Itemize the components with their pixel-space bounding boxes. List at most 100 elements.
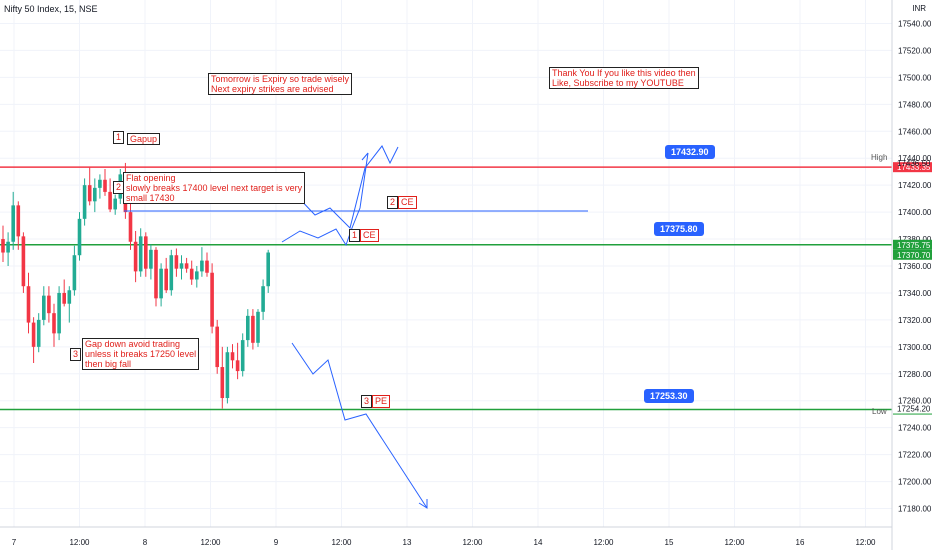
candle-body xyxy=(42,295,46,320)
thanks-note: Thank You If you like this video then Li… xyxy=(549,67,699,89)
tag-3-text: PE xyxy=(372,395,391,408)
y-tick-label: 17320.00 xyxy=(898,316,932,325)
y-tick-label: 17420.00 xyxy=(898,181,932,190)
callout-low-support[interactable]: 17253.30 xyxy=(644,389,694,403)
y-tick-label: 17540.00 xyxy=(898,19,932,28)
candle-body xyxy=(128,212,133,242)
extra-price-label: 17370.70 xyxy=(897,251,931,260)
price-levels xyxy=(0,166,892,411)
candle-body xyxy=(220,367,225,399)
y-tick-label: 17280.00 xyxy=(898,370,932,379)
candle-body xyxy=(246,315,250,341)
candle-body xyxy=(205,260,209,273)
tag-2-text: CE xyxy=(398,196,417,209)
x-tick-label: 12:00 xyxy=(855,538,876,547)
candle-body xyxy=(225,352,230,399)
candle-body xyxy=(72,255,77,291)
candle-body xyxy=(108,191,112,210)
ce-path-1 xyxy=(281,152,369,247)
candle-body xyxy=(113,198,117,210)
candles xyxy=(1,162,270,409)
candle-body xyxy=(149,249,153,269)
candle-body xyxy=(215,326,219,368)
x-tick-label: 12:00 xyxy=(462,538,483,547)
note-2-text: Flat opening slowly breaks 17400 level n… xyxy=(123,172,306,204)
x-tick-label: 12:00 xyxy=(593,538,614,547)
level-price-label: 17433.35 xyxy=(897,163,931,172)
level-price-tag xyxy=(893,162,932,173)
candle-body xyxy=(138,236,143,272)
x-tick-label: 12:00 xyxy=(331,538,352,547)
candle-body xyxy=(159,268,163,299)
y-tick-label: 17200.00 xyxy=(898,478,932,487)
candle-body xyxy=(1,239,5,253)
candle-body xyxy=(87,185,92,202)
y-tick-label: 17340.00 xyxy=(898,289,932,298)
candle-body xyxy=(52,313,56,334)
pe-path-arrow xyxy=(418,499,428,509)
y-tick-label: 17520.00 xyxy=(898,46,932,55)
candle-body xyxy=(169,255,174,291)
candle-body xyxy=(200,260,204,272)
candle-body xyxy=(26,286,31,323)
candle-body xyxy=(62,292,66,304)
candle-body xyxy=(240,340,245,372)
candle-body xyxy=(179,263,184,269)
y-tick-label: 17360.00 xyxy=(898,262,932,271)
candle-body xyxy=(251,315,255,343)
candle-body xyxy=(11,205,15,242)
x-tick-label: 9 xyxy=(274,538,279,547)
candle-body xyxy=(36,319,41,347)
ce-path-1-arrow xyxy=(361,152,369,161)
price-axis: 17540.00 17520.00 17500.00 17480.00 17460.00… xyxy=(891,0,932,550)
candle-body xyxy=(93,187,97,202)
note-1-text: Gapup xyxy=(127,133,161,145)
expiry-note: Tomorrow is Expiry so trade wisely Next … xyxy=(208,73,353,95)
candle-body xyxy=(47,295,51,314)
candle-body xyxy=(57,292,61,334)
x-tick-label: 7 xyxy=(12,538,17,547)
candle-body xyxy=(31,322,36,347)
x-tick-label: 12:00 xyxy=(69,538,90,547)
candle-body xyxy=(174,255,179,269)
high-label: High xyxy=(871,153,888,162)
candle-body xyxy=(6,241,10,253)
y-tick-label: 17240.00 xyxy=(898,424,932,433)
candle-body xyxy=(261,286,265,312)
candle-body xyxy=(256,311,260,343)
chart-title: Nifty 50 Index, 15, NSE xyxy=(4,4,98,14)
candle-body xyxy=(266,252,270,287)
candle-body xyxy=(210,272,214,327)
x-tick-label: 13 xyxy=(403,538,412,547)
candle-body xyxy=(133,241,138,272)
candle-body xyxy=(235,360,240,372)
candle-body xyxy=(189,268,194,280)
y-tick-label: 17300.00 xyxy=(898,343,932,352)
candle-body xyxy=(82,185,87,219)
candle-body xyxy=(184,263,189,269)
candle-body xyxy=(144,236,148,269)
candle-body xyxy=(67,290,72,304)
tag-1-text: CE xyxy=(360,229,379,242)
note-1-number: 1 xyxy=(113,131,125,144)
y-tick-label: 17500.00 xyxy=(898,73,932,82)
low-label: Low xyxy=(872,407,887,416)
candle-body xyxy=(154,249,158,299)
candle-body xyxy=(164,268,168,291)
tag-1-number: 1 xyxy=(349,229,361,242)
x-tick-label: 16 xyxy=(796,538,805,547)
pe-path xyxy=(291,342,428,509)
currency-label: INR xyxy=(912,4,926,13)
y-tick-label: 17400.00 xyxy=(898,208,932,217)
callout-support[interactable]: 17375.80 xyxy=(654,222,704,236)
candle-body xyxy=(21,236,26,287)
y-tick-label: 17220.00 xyxy=(898,451,932,460)
y-tick-label: 17440.00 xyxy=(898,154,932,163)
note-3-number: 3 xyxy=(70,348,82,361)
level-price-label: 17375.75 xyxy=(897,241,931,250)
y-tick-label: 17180.00 xyxy=(898,505,932,514)
x-tick-label: 8 xyxy=(143,538,148,547)
candle-body xyxy=(98,179,102,188)
callout-resistance[interactable]: 17432.90 xyxy=(665,145,715,159)
